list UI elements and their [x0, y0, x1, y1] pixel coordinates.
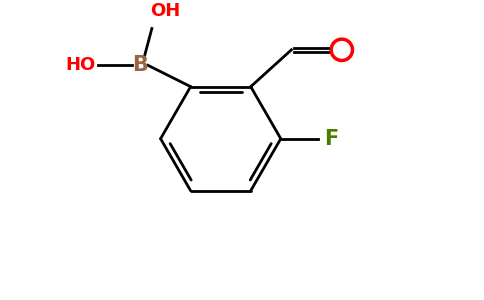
- Text: F: F: [324, 129, 338, 149]
- Text: OH: OH: [151, 2, 181, 20]
- Text: HO: HO: [65, 56, 95, 74]
- Text: B: B: [132, 55, 148, 75]
